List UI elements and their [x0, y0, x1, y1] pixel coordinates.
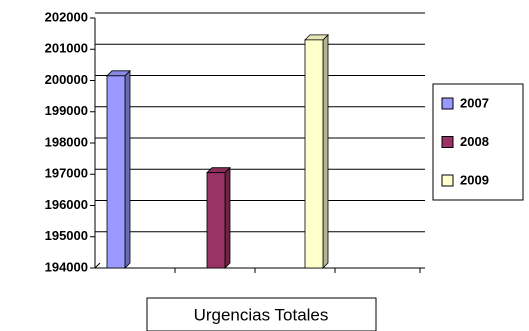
- y-tick-label: 195000: [45, 228, 88, 243]
- bar: [106, 75, 126, 269]
- bar: [304, 39, 324, 269]
- bar-side: [124, 69, 131, 269]
- legend-swatch: [441, 97, 454, 110]
- legend-swatch: [441, 136, 454, 148]
- legend-label: 2008: [460, 134, 489, 149]
- y-tick-label: 202000: [45, 9, 88, 24]
- bar: [206, 172, 226, 269]
- y-tick-label: 199000: [45, 103, 88, 118]
- y-tick-label: 201000: [45, 41, 88, 56]
- y-tick-label: 194000: [45, 259, 88, 274]
- legend-swatch: [441, 174, 454, 187]
- bar-side: [224, 166, 231, 269]
- y-tick-label: 197000: [45, 166, 88, 181]
- legend-label: 2007: [460, 95, 489, 110]
- bar-side: [322, 33, 329, 269]
- y-tick-label: 200000: [45, 72, 88, 87]
- legend-label: 2009: [460, 172, 489, 187]
- floor-edge: [94, 262, 101, 269]
- y-tick-label: 196000: [45, 197, 88, 212]
- y-tick-label: 198000: [45, 134, 88, 149]
- category-box: [146, 297, 377, 331]
- x-tick-label: Urgencias Totales: [194, 305, 329, 324]
